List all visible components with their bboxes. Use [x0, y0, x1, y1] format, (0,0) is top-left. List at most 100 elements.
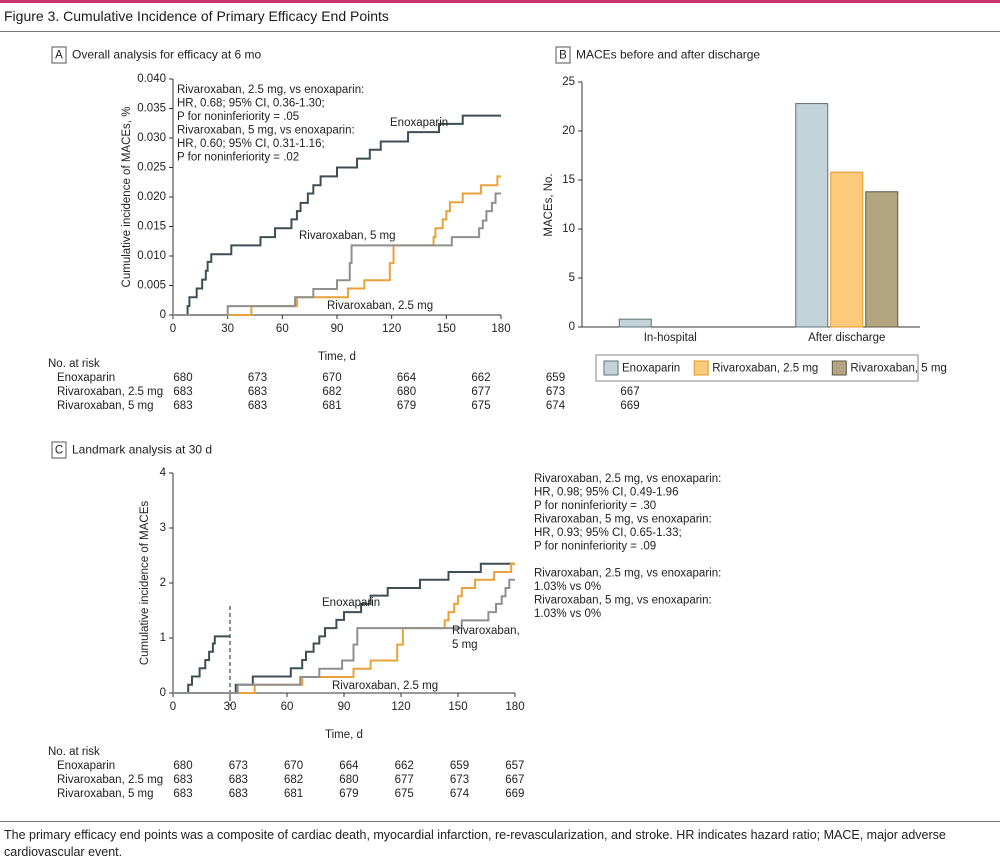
series-label: Enoxaparin — [322, 597, 380, 609]
y-tick-label: 2 — [160, 577, 166, 589]
risk-count: 664 — [397, 372, 417, 384]
legend-label: Rivaroxaban, 2.5 mg — [712, 363, 818, 375]
bar — [865, 191, 899, 328]
y-tick-label: 10 — [562, 223, 575, 235]
rule — [0, 31, 1000, 32]
top-bar — [0, 0, 1000, 3]
y-tick-label: 0.025 — [137, 162, 166, 174]
risk-count: 680 — [173, 372, 192, 384]
risk-count: 674 — [450, 788, 470, 800]
y-tick-label: 0.010 — [137, 250, 166, 262]
risk-count: 667 — [620, 386, 639, 398]
panel-label: A — [55, 50, 63, 62]
risk-row-label: Rivaroxaban, 5 mg — [57, 788, 154, 800]
risk-count: 683 — [173, 788, 192, 800]
x-tick-label: After discharge — [808, 332, 885, 344]
y-axis-label: Cumulative incidence of MACEs — [139, 501, 151, 666]
legend-label: Rivaroxaban, 5 mg — [850, 363, 947, 375]
risk-count: 682 — [284, 774, 303, 786]
risk-count: 683 — [173, 386, 192, 398]
risk-table-title: No. at risk — [48, 746, 100, 758]
risk-row-label: Enoxaparin — [57, 372, 115, 384]
y-tick-label: 4 — [160, 467, 167, 479]
x-tick-label: 90 — [331, 323, 344, 335]
x-tick-label: 150 — [437, 323, 456, 335]
step-line — [173, 114, 501, 316]
risk-count: 683 — [173, 400, 192, 412]
y-axis-label: Cumulative incidence of MACEs, % — [121, 107, 133, 288]
risk-count: 673 — [229, 760, 248, 772]
risk-row-label: Rivaroxaban, 2.5 mg — [57, 774, 163, 786]
legend-swatch — [831, 360, 847, 376]
y-tick-label: 0 — [569, 321, 575, 333]
risk-count: 669 — [620, 400, 639, 412]
risk-count: 673 — [248, 372, 267, 384]
risk-count: 679 — [397, 400, 416, 412]
risk-count: 681 — [322, 400, 341, 412]
bar — [795, 103, 829, 328]
bar — [618, 318, 652, 328]
step-line — [173, 175, 501, 316]
risk-row-label: Enoxaparin — [57, 760, 115, 772]
panel-label: B — [559, 50, 567, 62]
y-tick-label: 0 — [160, 309, 166, 321]
y-axis-label: MACEs, No. — [543, 173, 555, 236]
step-line — [173, 562, 515, 694]
figure: A Overall analysis for efficacy at 6 mo Cu… — [48, 46, 947, 800]
panel-label-box — [555, 46, 571, 64]
risk-count: 667 — [505, 774, 524, 786]
risk-count: 683 — [248, 400, 267, 412]
series-label-line: Rivaroxaban, — [452, 625, 520, 637]
annotation: HR, 0.68; 95% CI, 0.36-1.30; — [177, 98, 325, 110]
risk-count: 675 — [395, 788, 414, 800]
y-tick-label: 3 — [160, 522, 166, 534]
panel-label-box — [51, 46, 67, 64]
risk-count: 675 — [471, 400, 490, 412]
y-tick-label: 15 — [562, 174, 575, 186]
y-tick-label: 0 — [160, 687, 166, 699]
annotation: HR, 0.60; 95% CI, 0.31-1.16; — [177, 138, 325, 150]
y-tick-label: 0.005 — [137, 280, 166, 292]
x-tick-label: 30 — [221, 323, 234, 335]
legend-label: Enoxaparin — [622, 363, 680, 375]
panel-title: MACEs before and after discharge — [576, 48, 760, 62]
step-line — [173, 562, 515, 694]
risk-count: 659 — [450, 760, 469, 772]
risk-count: 683 — [229, 788, 248, 800]
series-label: Rivaroxaban, 2.5 mg — [327, 300, 433, 312]
risk-count: 680 — [339, 774, 358, 786]
rule — [0, 821, 1000, 822]
x-tick-label: 90 — [338, 701, 351, 713]
annotation: P for noninferiority = .02 — [177, 152, 299, 164]
step-line — [173, 192, 501, 316]
risk-count: 662 — [471, 372, 490, 384]
x-tick-label: 120 — [382, 323, 401, 335]
annotation: 1.03% vs 0% — [534, 581, 601, 593]
x-tick-label: 30 — [224, 701, 237, 713]
annotation: Rivaroxaban, 5 mg, vs enoxaparin: — [177, 125, 355, 137]
x-tick-label: In-hospital — [644, 332, 697, 344]
annotation: Rivaroxaban, 2.5 mg, vs enoxaparin: — [534, 568, 721, 580]
risk-count: 670 — [284, 760, 303, 772]
risk-count: 669 — [505, 788, 524, 800]
risk-count: 673 — [450, 774, 469, 786]
risk-row-label: Rivaroxaban, 5 mg — [57, 400, 154, 412]
risk-count: 679 — [339, 788, 358, 800]
annotation: 1.03% vs 0% — [534, 608, 601, 620]
legend-box — [595, 354, 919, 382]
panel-title: Overall analysis for efficacy at 6 mo — [72, 48, 262, 62]
risk-count: 683 — [248, 386, 267, 398]
x-tick-label: 60 — [281, 701, 294, 713]
annotation: HR, 0.98; 95% CI, 0.49-1.96 — [534, 487, 678, 499]
risk-count: 670 — [322, 372, 341, 384]
annotation: Rivaroxaban, 5 mg, vs enoxaparin: — [534, 595, 712, 607]
annotation: P for noninferiority = .30 — [534, 500, 656, 512]
risk-table-title: No. at risk — [48, 358, 100, 370]
figure-title: Figure 3. Cumulative Incidence of Primar… — [4, 8, 389, 24]
risk-count: 681 — [284, 788, 303, 800]
annotation: Rivaroxaban, 5 mg, vs enoxaparin: — [534, 514, 712, 526]
annotation: P for noninferiority = .05 — [177, 111, 299, 123]
x-tick-label: 180 — [505, 701, 524, 713]
y-tick-label: 0.030 — [137, 132, 166, 144]
